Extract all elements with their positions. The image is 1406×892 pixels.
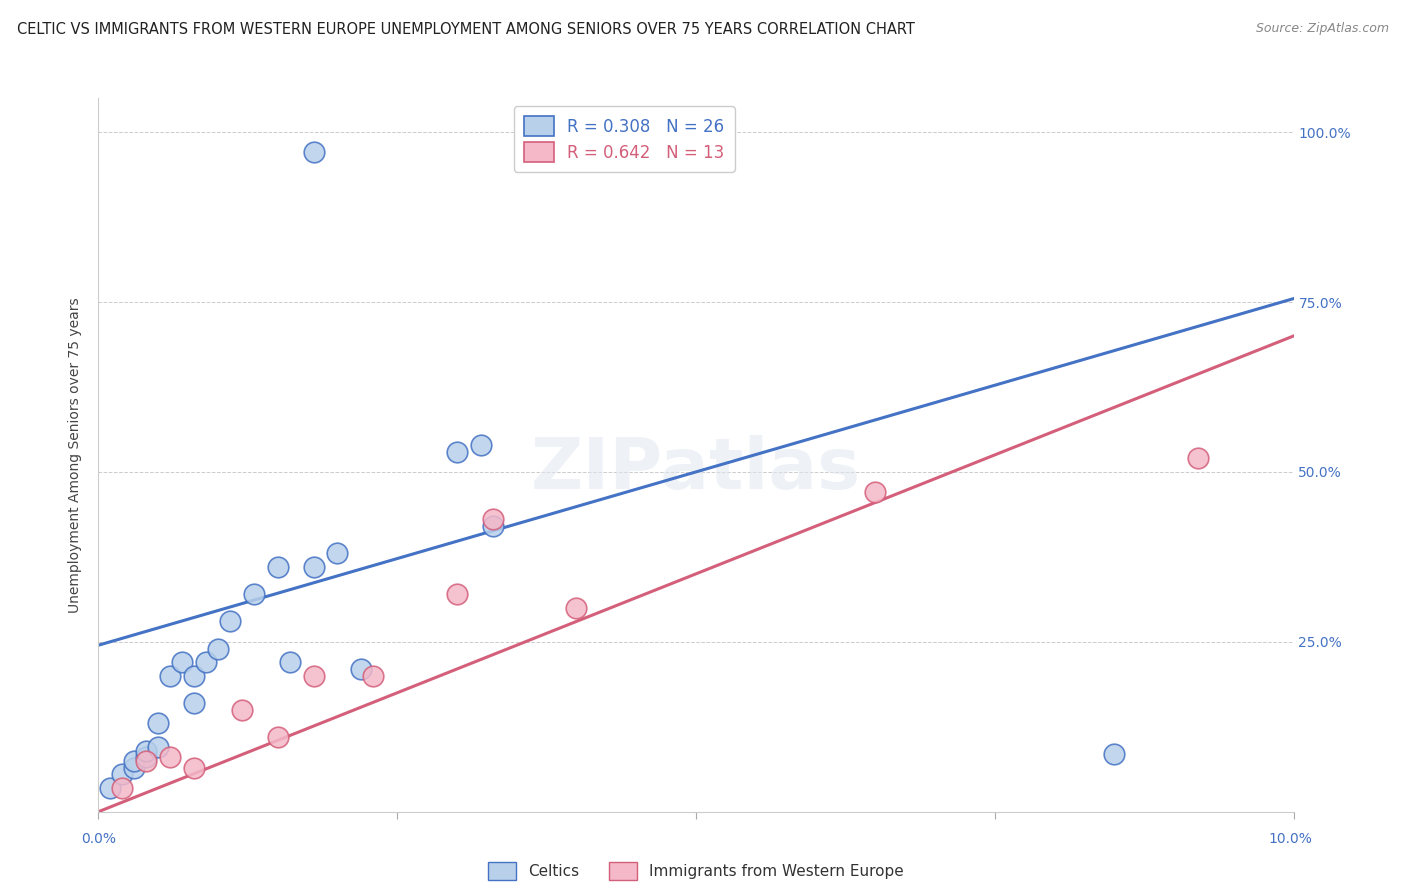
Point (183, 669, 205, 683)
Legend: Celtics, Immigrants from Western Europe: Celtics, Immigrants from Western Europe (482, 856, 910, 886)
Point (481, 512, 505, 526)
Point (135, 743, 157, 757)
Point (278, 655, 301, 669)
Point (219, 615, 242, 629)
Point (302, 669, 325, 683)
Point (183, 760, 205, 774)
Point (124, 760, 146, 774)
Text: Source: ZipAtlas.com: Source: ZipAtlas.com (1256, 22, 1389, 36)
Point (159, 750, 181, 764)
Point (100, 780, 122, 795)
Point (363, 669, 385, 683)
Point (350, 662, 373, 676)
Point (1187, 451, 1209, 466)
Text: 0.0%: 0.0% (82, 832, 115, 846)
Point (207, 641, 229, 656)
Point (124, 754, 146, 768)
Point (172, 655, 194, 669)
Point (470, 438, 492, 452)
Point (111, 780, 134, 795)
Text: CELTIC VS IMMIGRANTS FROM WESTERN EUROPE UNEMPLOYMENT AMONG SENIORS OVER 75 YEAR: CELTIC VS IMMIGRANTS FROM WESTERN EUROPE… (17, 22, 915, 37)
Point (565, 600, 588, 615)
Text: 10.0%: 10.0% (1268, 832, 1313, 846)
Point (267, 730, 290, 744)
Point (481, 519, 505, 533)
Point (148, 740, 170, 755)
Point (135, 750, 157, 764)
Point (159, 669, 181, 683)
Point (195, 655, 218, 669)
Point (183, 696, 205, 710)
Point (446, 444, 468, 458)
Point (865, 485, 887, 500)
Point (231, 703, 253, 717)
Point (1104, 747, 1126, 761)
Point (267, 560, 290, 574)
Y-axis label: Unemployment Among Seniors over 75 years: Unemployment Among Seniors over 75 years (69, 297, 83, 613)
Point (135, 754, 157, 768)
Point (111, 767, 134, 781)
Point (148, 716, 170, 731)
Point (446, 587, 468, 601)
Point (243, 587, 266, 601)
Text: ZIPatlas: ZIPatlas (531, 434, 860, 504)
Point (326, 546, 349, 560)
Point (302, 145, 325, 160)
Point (302, 560, 325, 574)
